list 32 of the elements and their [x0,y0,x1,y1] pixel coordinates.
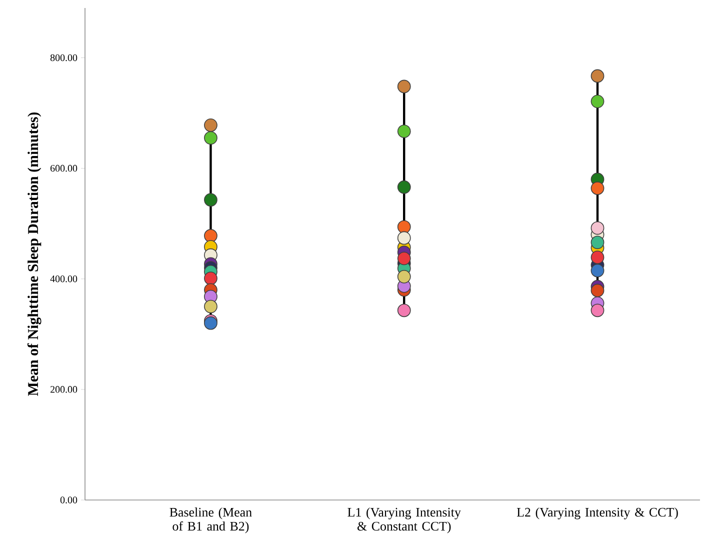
point [590,250,604,264]
point [590,264,604,278]
point [397,270,411,284]
point [397,124,411,138]
y-tick-label: 800.00 [50,54,78,62]
y-tick-label: 200.00 [50,386,78,393]
point [397,231,411,245]
x-tick-label: L1 (Varying Intensity & Constant CCT) [348,508,461,534]
point [397,80,411,94]
point [397,252,411,266]
y-tick-label: 0.00 [60,496,78,504]
point [204,118,218,132]
x-tick-label: L2 (Varying Intensity & CCT) [516,508,678,520]
x-tick-label: Baseline (Mean of B1 and B2) [170,508,252,534]
point [590,284,604,298]
point [204,229,218,242]
point [204,131,218,145]
point [397,304,411,318]
y-axis-title: Mean of Nighttime Sleep Duration (minutes) [27,112,42,396]
point [397,220,411,234]
point [590,69,604,83]
point [590,182,604,195]
point [590,94,604,108]
point [204,193,218,207]
y-tick-label: 400.00 [50,275,78,282]
point [590,236,604,250]
point [397,180,411,194]
y-tick-label: 600.00 [50,164,78,172]
point [590,304,604,318]
point [204,272,218,286]
point [204,300,218,314]
point [590,221,604,235]
